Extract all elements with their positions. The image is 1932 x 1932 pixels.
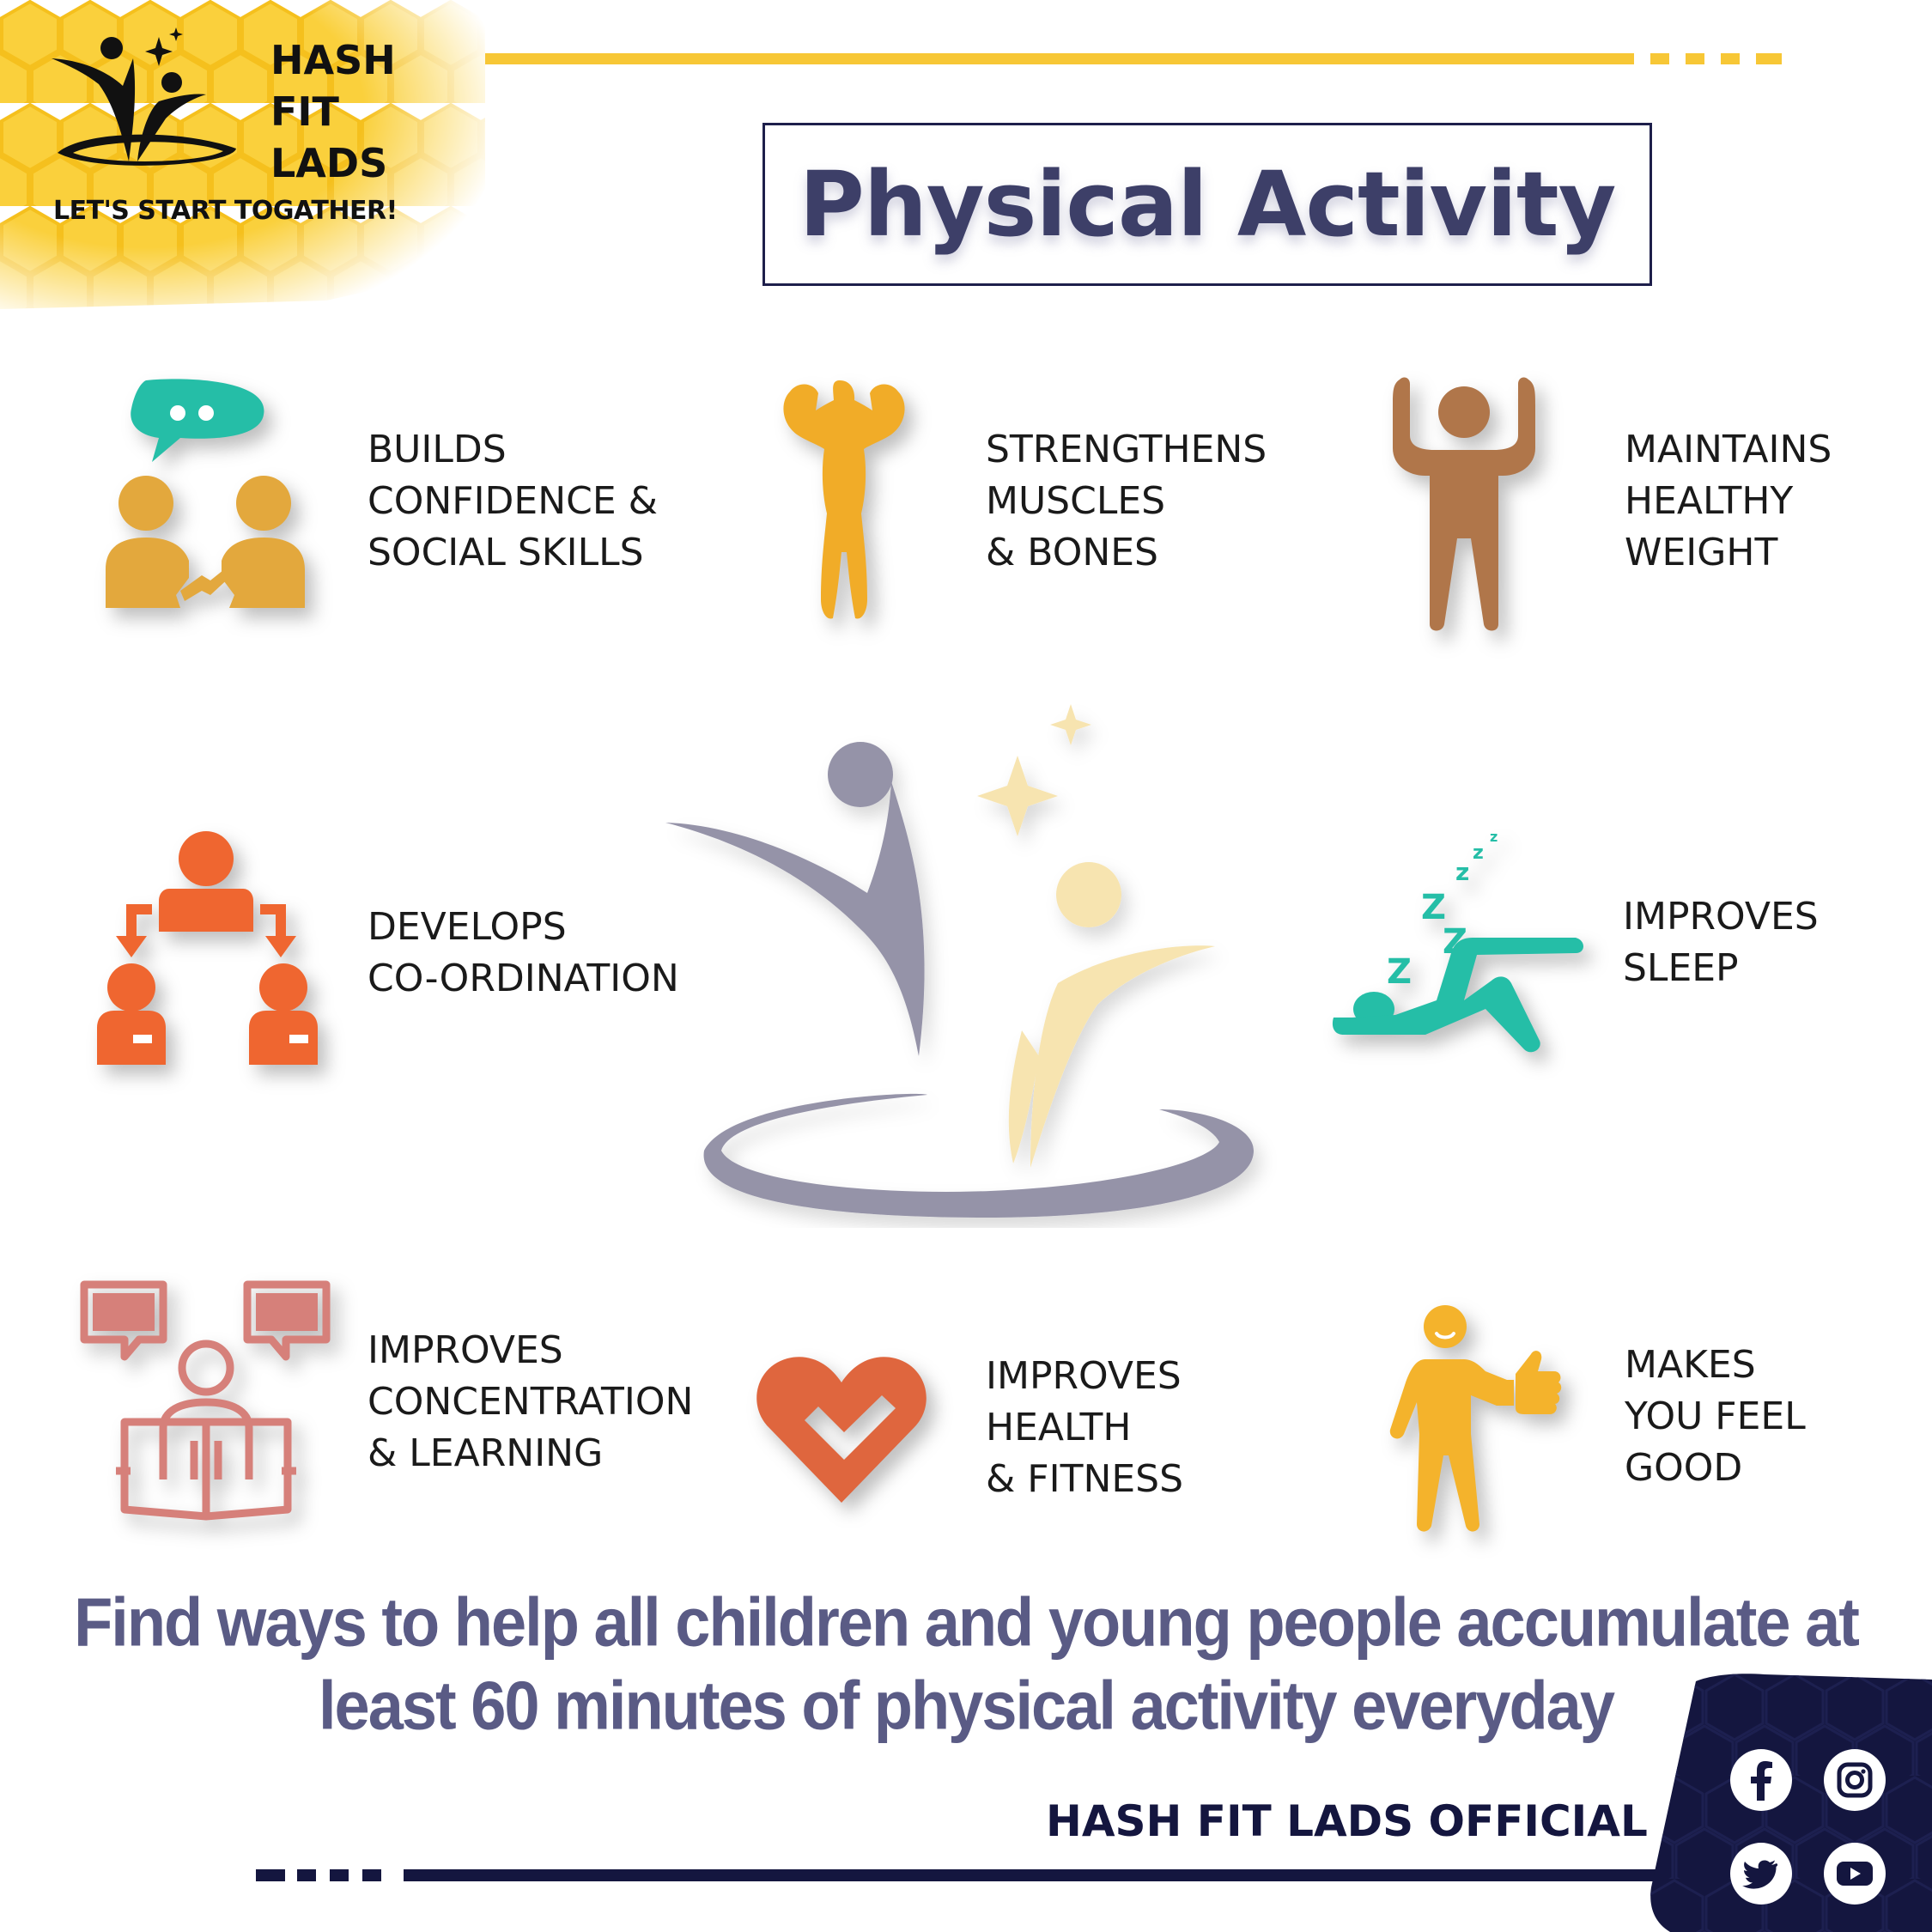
top-accent-line [485,53,1634,64]
benefit-text-line: CONFIDENCE & [368,479,658,523]
benefit-text-line: SLEEP [1623,946,1739,990]
benefit-muscles-bones: STRENGTHENS MUSCLES & BONES [986,424,1267,579]
svg-text:Z: Z [1421,888,1446,927]
top-accent-dash [1650,53,1669,64]
benefit-text-line: IMPROVES [986,1354,1182,1398]
benefit-text-line: HEALTHY [1625,479,1794,523]
footer-line [404,1869,1666,1881]
cta-line-1: Find ways to help all children and young… [74,1583,1860,1661]
youtube-button[interactable] [1824,1843,1886,1905]
muscle-man-icon [783,380,905,619]
top-accent-dash [1686,53,1704,64]
facebook-button[interactable] [1730,1749,1792,1811]
official-handle: HASH FIT LADS OFFICIAL [1046,1796,1648,1846]
benefit-text-line: MUSCLES [986,479,1166,523]
benefit-text-line: HEALTH [986,1406,1132,1449]
title-box: Physical Activity [762,123,1652,286]
sleep-icon: z z z Z Z Z [1332,829,1583,1053]
svg-text:z: z [1490,829,1498,845]
benefit-health-fitness: IMPROVES HEALTH & FITNESS [986,1351,1183,1505]
benefit-social-skills: BUILDS CONFIDENCE & SOCIAL SKILLS [368,424,658,579]
benefit-text-line: MAINTAINS [1625,428,1832,471]
benefit-text-line: STRENGTHENS [986,428,1267,471]
cta-line-2: least 60 minutes of physical activity ev… [319,1667,1615,1744]
benefit-feel-good: MAKES YOU FEEL GOOD [1625,1340,1806,1494]
benefit-sleep: IMPROVES SLEEP [1623,891,1819,994]
honeycomb-background [0,0,515,326]
benefit-text-line: YOU FEEL [1625,1394,1806,1438]
twitter-icon [1732,1844,1790,1903]
benefit-text-line: IMPROVES [1623,895,1819,939]
footer-dash [362,1869,381,1881]
benefit-text-line: & LEARNING [368,1431,604,1475]
footer-dash [297,1869,316,1881]
top-accent-dash [1721,53,1740,64]
top-accent-dash [1756,53,1782,64]
brand-line-2: FIT [270,88,339,135]
central-logo-icon [665,704,1254,1218]
brand-name: HASH FIT LADS [270,34,396,189]
svg-text:z: z [1455,858,1469,886]
benefit-text-line: & BONES [986,531,1158,574]
reading-learning-icon [80,1280,331,1521]
cta-message: Find ways to help all children and young… [0,1581,1932,1747]
benefit-text-line: SOCIAL SKILLS [368,531,644,574]
benefit-coordination: DEVELOPS CO-ORDINATION [368,902,679,1005]
benefit-text-line: DEVELOPS [368,905,567,949]
youtube-icon [1826,1844,1884,1903]
benefit-text-line: CO-ORDINATION [368,957,679,1000]
healthy-weight-icon [1393,377,1535,631]
heart-check-icon [756,1357,927,1503]
benefit-healthy-weight: MAINTAINS HEALTHY WEIGHT [1625,424,1832,579]
instagram-button[interactable] [1824,1749,1886,1811]
page-title: Physical Activity [799,152,1617,257]
coordination-icon [97,831,318,1065]
benefit-text-line: BUILDS [368,428,507,471]
twitter-button[interactable] [1730,1843,1792,1905]
svg-text:Z: Z [1387,952,1412,992]
benefit-text-line: WEIGHT [1625,531,1778,574]
instagram-icon [1826,1751,1884,1809]
benefit-concentration-learning: IMPROVES CONCENTRATION & LEARNING [368,1325,693,1479]
brand-tagline: LET'S START TOGATHER! [53,196,398,226]
benefit-text-line: MAKES [1625,1343,1756,1387]
footer-dash [256,1869,285,1881]
social-skills-icon [106,379,305,608]
benefit-text-line: IMPROVES [368,1328,563,1372]
brand-line-3: LADS [270,140,388,186]
svg-text:z: z [1473,842,1484,864]
benefit-text-line: CONCENTRATION [368,1380,694,1424]
brand-line-1: HASH [270,37,396,83]
benefit-text-line: GOOD [1625,1446,1743,1490]
benefit-text-line: & FITNESS [986,1457,1184,1501]
footer-dash [330,1869,349,1881]
hash-fit-lads-logo-icon [52,27,236,166]
thumbs-up-person-icon [1389,1305,1562,1532]
facebook-icon [1732,1751,1790,1809]
